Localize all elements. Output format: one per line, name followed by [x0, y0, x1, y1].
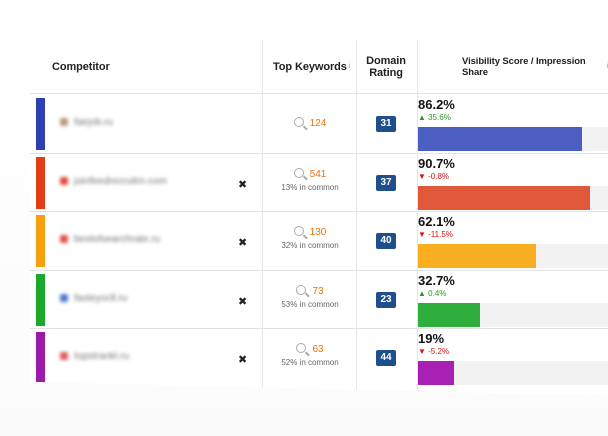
remove-competitor-button[interactable]: ✖ — [238, 237, 248, 249]
visibility-change: ▲ 0.4% — [418, 288, 447, 298]
color-stripe — [36, 332, 45, 384]
competitor-site[interactable]: topstrankl.ru — [60, 351, 129, 362]
keyword-count: 541 — [309, 168, 327, 180]
visibility-change: ▼ -11.5% — [418, 230, 453, 239]
keywords-in-common: 52% in common — [281, 358, 339, 367]
visibility-score: 32.7% — [418, 272, 455, 288]
row-divider — [30, 152, 608, 154]
visibility-change: ▲ 35.6% — [418, 113, 451, 122]
header-divider — [30, 93, 608, 94]
top-keywords-cell[interactable]: 124 — [260, 117, 360, 132]
search-icon — [293, 226, 304, 236]
visibility-text: 62.1% ▼ -11.5% — [418, 214, 455, 239]
column-divider — [262, 40, 263, 396]
visibility-bar — [418, 244, 536, 268]
header-domain-rating-label: Domain Rating — [366, 54, 406, 79]
favicon-icon — [60, 352, 68, 361]
competitor-site[interactable]: bestofsearchrate.ru — [60, 234, 160, 245]
visibility-text: 19% ▼ -5.2% — [418, 331, 449, 356]
top-keywords-cell[interactable]: 73 53% in common — [260, 284, 360, 309]
competitor-site[interactable]: fasteyocll.ru — [60, 293, 127, 304]
header-visibility[interactable]: Visibility Score / Impression Share i — [462, 40, 608, 93]
visibility-bar — [418, 127, 582, 151]
row-divider — [30, 269, 608, 271]
table-row[interactable]: joinfeedrecruitm.com ✖ 541 13% in common… — [30, 154, 608, 212]
visibility-score: 86.2% — [418, 97, 455, 112]
competitor-site[interactable]: joinfeedrecruitm.com — [60, 176, 167, 187]
visibility-bar-track — [418, 185, 608, 210]
remove-competitor-button[interactable]: ✖ — [238, 178, 248, 191]
competitor-site-name: joinfeedrecruitm.com — [74, 175, 167, 187]
domain-rating-badge: 40 — [376, 233, 396, 249]
visibility-bar-track — [418, 127, 608, 151]
table-row[interactable]: topstrankl.ru ✖ 63 52% in common 44 19% … — [30, 329, 608, 387]
visibility-bar — [418, 302, 481, 327]
visibility-score: 90.7% — [418, 155, 455, 171]
competitor-site-name: fairjob.ru — [74, 117, 113, 128]
table-row[interactable]: fasteyocll.ru ✖ 73 53% in common 23 32.7… — [30, 271, 608, 329]
visibility-bar — [418, 185, 591, 210]
color-stripe — [36, 215, 45, 267]
competitor-site[interactable]: fairjob.ru — [60, 117, 113, 128]
keywords-in-common: 13% in common — [281, 182, 339, 192]
column-divider — [417, 40, 418, 396]
domain-rating-badge: 44 — [376, 350, 396, 366]
competitor-site-name: topstrankl.ru — [74, 351, 130, 362]
favicon-icon — [60, 293, 68, 302]
column-divider — [356, 40, 357, 396]
color-stripe — [36, 156, 45, 209]
info-icon[interactable]: i — [348, 63, 351, 70]
keywords-in-common: 53% in common — [281, 299, 339, 309]
top-keywords-cell[interactable]: 541 13% in common — [260, 167, 360, 192]
domain-rating-badge: 31 — [376, 116, 396, 132]
visibility-bar-track — [418, 302, 608, 327]
header-competitor: Competitor — [52, 40, 110, 93]
favicon-icon — [60, 176, 68, 185]
visibility-bar — [418, 361, 455, 385]
header-top-keywords-label: Top Keywords — [273, 60, 347, 73]
top-keywords-cell[interactable]: 130 32% in common — [260, 226, 360, 250]
header-competitor-label: Competitor — [52, 60, 110, 73]
row-divider — [30, 211, 608, 212]
competitor-site-name: fasteyocll.ru — [74, 292, 128, 304]
info-icon[interactable]: i — [606, 63, 608, 70]
visibility-change: ▼ -0.8% — [418, 171, 450, 181]
visibility-text: 86.2% ▲ 35.6% — [418, 97, 455, 122]
keyword-count: 73 — [312, 285, 324, 297]
visibility-score: 62.1% — [418, 214, 455, 229]
header-top-keywords[interactable]: Top Keywords i — [273, 40, 350, 93]
visibility-bar-track — [418, 244, 608, 268]
visibility-change: ▼ -5.2% — [418, 347, 450, 356]
keyword-count: 63 — [312, 344, 324, 355]
favicon-icon — [60, 118, 68, 127]
search-icon — [296, 343, 307, 353]
competitor-site-name: bestofsearchrate.ru — [74, 234, 161, 245]
keyword-count: 130 — [309, 227, 327, 238]
search-icon — [293, 167, 304, 178]
visibility-bar-track — [418, 361, 608, 385]
competitor-table: Competitor Top Keywords i Domain Rating … — [30, 40, 608, 396]
favicon-icon — [60, 235, 68, 244]
header-domain-rating[interactable]: Domain Rating — [364, 40, 408, 93]
search-icon — [293, 117, 304, 127]
domain-rating-badge: 37 — [376, 174, 396, 191]
domain-rating-badge: 23 — [376, 291, 396, 308]
visibility-score: 19% — [418, 331, 445, 346]
color-stripe — [36, 98, 45, 150]
keywords-in-common: 32% in common — [281, 241, 339, 250]
visibility-text: 32.7% ▲ 0.4% — [418, 273, 455, 298]
search-icon — [296, 284, 307, 295]
table-row[interactable]: fairjob.ru 124 31 86.2% ▲ 35.6% — [30, 95, 608, 153]
keyword-count: 124 — [309, 118, 327, 129]
top-keywords-cell[interactable]: 63 52% in common — [260, 343, 360, 367]
remove-competitor-button[interactable]: ✖ — [238, 295, 248, 308]
visibility-text: 90.7% ▼ -0.8% — [418, 156, 455, 181]
table-row[interactable]: bestofsearchrate.ru ✖ 130 32% in common … — [30, 212, 608, 270]
color-stripe — [36, 273, 45, 326]
row-divider — [30, 328, 608, 329]
remove-competitor-button[interactable]: ✖ — [238, 354, 248, 366]
header-visibility-label: Visibility Score / Impression Share — [462, 55, 586, 78]
